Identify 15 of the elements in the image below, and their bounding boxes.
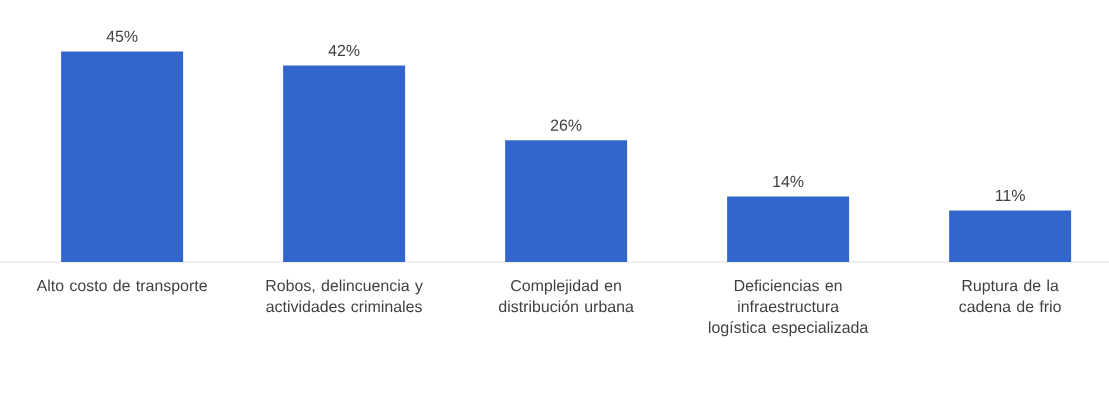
bar bbox=[61, 51, 184, 262]
bar bbox=[283, 65, 406, 262]
bar bbox=[727, 196, 850, 262]
bar bbox=[949, 210, 1072, 262]
data-label: 11% bbox=[995, 189, 1025, 202]
x-tick-label: Robos, delincuencia y actividades criminales bbox=[266, 279, 423, 313]
data-label: 14% bbox=[773, 175, 804, 187]
data-label: 26% bbox=[550, 119, 582, 131]
x-tick-label: Ruptura de la cadena de frio bbox=[959, 279, 1061, 313]
x-tick-label: Complejidad en distribución urbana bbox=[498, 279, 634, 313]
x-tick-label: Deficiencias en infraestructura logística especializada bbox=[709, 279, 869, 337]
x-tick-label: Alto costo de transporte bbox=[36, 279, 207, 295]
bar bbox=[505, 140, 628, 262]
data-label: 42% bbox=[328, 44, 360, 56]
data-label: 45% bbox=[106, 30, 138, 42]
